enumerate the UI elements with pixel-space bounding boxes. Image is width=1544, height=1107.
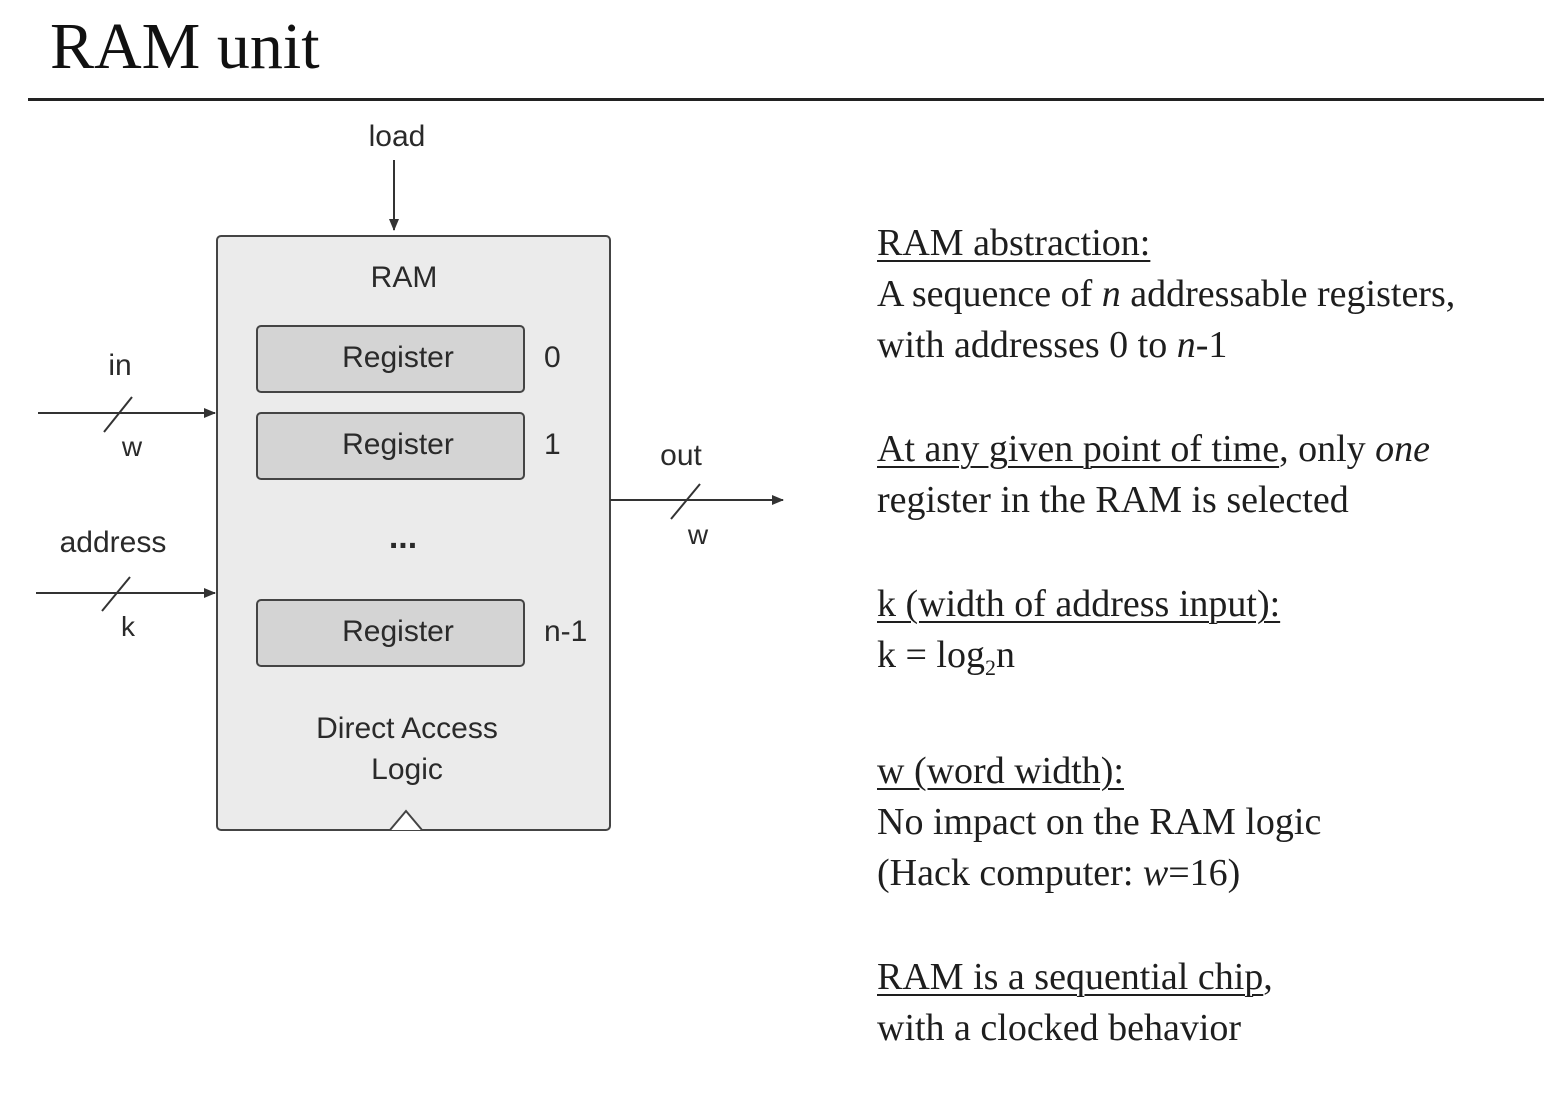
register-1-label: Register <box>342 428 454 461</box>
notes-panel: RAM abstraction: A sequence of n address… <box>877 218 1527 1107</box>
note-k-width-heading: k (width of address input): <box>877 583 1281 625</box>
register-1-box <box>256 412 525 480</box>
note-sequential-line2: with a clocked behavior <box>877 1007 1242 1049</box>
note-k-width: k (width of address input): k = log2n <box>877 579 1527 693</box>
note-abstraction: RAM abstraction: A sequence of n address… <box>877 218 1527 371</box>
register-0-box <box>256 325 525 393</box>
register-0: Register 0 <box>256 325 561 393</box>
note-selection: At any given point of time, only one reg… <box>877 424 1527 526</box>
title-divider <box>28 98 1544 101</box>
address-label: address <box>60 526 167 559</box>
logic-label-line1: Direct Access <box>316 712 498 745</box>
address-width-label: k <box>121 611 136 642</box>
note-abstraction-heading: RAM abstraction: <box>877 222 1151 264</box>
note-selection-line2: register in the RAM is selected <box>877 479 1349 521</box>
note-w-width-line1: No impact on the RAM logic <box>877 801 1322 843</box>
note-selection-heading: At any given point of time <box>877 428 1280 470</box>
out-label: out <box>660 439 702 472</box>
clock-triangle-icon <box>389 809 423 831</box>
register-n-1-address: n-1 <box>544 615 587 648</box>
note-abstraction-line1: A sequence of n addressable registers, <box>877 273 1456 315</box>
register-1: Register 1 <box>256 412 561 480</box>
load-label: load <box>369 120 426 153</box>
in-width-label: w <box>121 431 143 462</box>
register-0-label: Register <box>342 341 454 374</box>
register-n-1: Register n-1 <box>256 599 587 667</box>
register-1-address: 1 <box>544 428 561 461</box>
in-label: in <box>108 349 131 382</box>
note-w-width: w (word width): No impact on the RAM log… <box>877 746 1527 899</box>
register-n-1-label: Register <box>342 615 454 648</box>
register-ellipsis: ... <box>389 518 417 556</box>
out-bus-slash <box>670 483 701 520</box>
register-n-1-box <box>256 599 525 667</box>
note-k-formula: k = log2n <box>877 634 1015 680</box>
register-0-address: 0 <box>544 341 561 374</box>
chip-label: RAM <box>371 261 438 294</box>
note-w-width-line2: (Hack computer: w=16) <box>877 852 1241 894</box>
note-abstraction-line2: with addresses 0 to n-1 <box>877 324 1228 366</box>
note-selection-line1: At any given point of time, only one <box>877 428 1431 470</box>
page-title: RAM unit <box>50 10 320 83</box>
ram-diagram: load RAM Register 0 Register 1 ... Regis… <box>36 120 784 831</box>
address-bus-slash <box>101 576 131 612</box>
note-sequential: RAM is a sequential chip, with a clocked… <box>877 952 1527 1054</box>
in-bus-slash <box>103 396 133 433</box>
logic-label-line2: Logic <box>371 753 443 786</box>
note-w-width-heading: w (word width): <box>877 750 1124 792</box>
out-width-label: w <box>687 519 709 550</box>
note-sequential-heading: RAM is a sequential chip <box>877 956 1264 998</box>
